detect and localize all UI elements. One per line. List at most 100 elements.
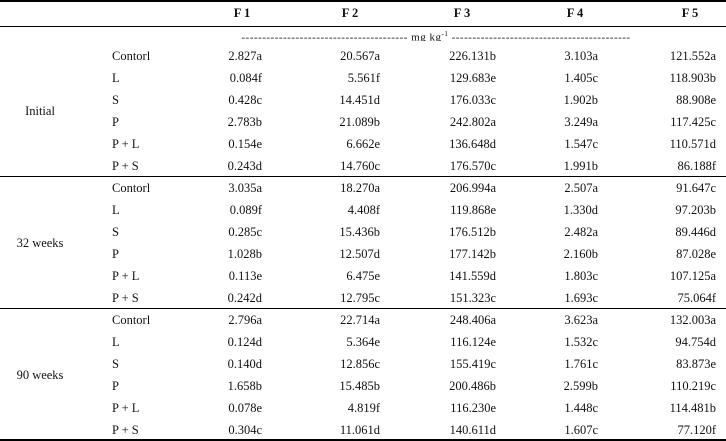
unit-dashes: ----------------------------------------… xyxy=(448,31,631,41)
value-cell-f2: 12.795c xyxy=(340,290,380,305)
value-cell-f4: 3.103a xyxy=(564,49,598,63)
value-cell-f2: 12.856c xyxy=(340,356,380,371)
value-cell-f5: 97.203b xyxy=(675,202,716,217)
value-cell-f2: 12.507d xyxy=(339,246,380,261)
treatment-cell: P + S xyxy=(112,290,139,305)
value-cell-f1: 0.243d xyxy=(227,158,262,173)
value-cell-f1: 0.078e xyxy=(228,400,262,415)
value-cell-f5: 87.028e xyxy=(676,246,716,261)
group-label: 32 weeks xyxy=(16,235,64,250)
header-rule xyxy=(0,26,726,27)
unit-label: ----------------------------------------… xyxy=(241,31,442,41)
group-rule xyxy=(0,176,726,177)
value-cell-f3: 176.033c xyxy=(449,92,496,107)
value-cell-f1: 2.827a xyxy=(228,49,262,63)
treatment-cell: S xyxy=(112,92,119,107)
value-cell-f2: 15.485b xyxy=(339,378,380,393)
value-cell-f5: 94.754d xyxy=(675,334,716,349)
treatment-cell: P xyxy=(112,114,119,129)
group-label: 90 weeks xyxy=(16,367,64,382)
treatment-cell: P + S xyxy=(112,422,139,437)
value-cell-f2: 14.451d xyxy=(339,92,380,107)
value-cell-f5: 75.064f xyxy=(677,290,716,305)
treatment-cell: P xyxy=(112,378,119,393)
value-cell-f5: 132.003a xyxy=(669,313,716,327)
treatment-cell: L xyxy=(112,202,120,217)
value-cell-f4: 1.991b xyxy=(563,158,598,173)
value-cell-f5: 91.647c xyxy=(676,181,716,195)
unit-exponent: -1 xyxy=(441,30,449,38)
treatment-cell: Contorl xyxy=(112,49,151,63)
value-cell-f1: 0.113e xyxy=(228,268,262,283)
value-cell-f3: 136.648d xyxy=(449,136,496,151)
column-header-f5: F 5 xyxy=(681,6,699,20)
value-cell-f3: 151.323c xyxy=(449,290,496,305)
value-cell-f2: 11.061d xyxy=(339,422,380,437)
value-cell-f4: 1.902b xyxy=(563,92,598,107)
value-cell-f2: 5.364e xyxy=(346,334,380,349)
value-cell-f5: 86.188f xyxy=(677,158,716,173)
value-cell-f5: 107.125a xyxy=(669,268,716,283)
value-cell-f5: 121.552a xyxy=(669,49,716,63)
value-cell-f3: 206.994a xyxy=(449,181,496,195)
treatment-cell: P + L xyxy=(112,136,140,151)
value-cell-f1: 0.124d xyxy=(227,334,262,349)
top-rule xyxy=(0,0,726,2)
unit-row: ----------------------------------------… xyxy=(238,27,634,41)
value-cell-f2: 15.436b xyxy=(339,224,380,239)
value-cell-f4: 3.623a xyxy=(564,313,598,327)
value-cell-f4: 2.160b xyxy=(563,246,598,261)
value-cell-f5: 110.571d xyxy=(669,136,716,151)
value-cell-f5: 117.425c xyxy=(670,114,716,129)
treatment-cell: S xyxy=(112,224,119,239)
value-cell-f3: 119.868e xyxy=(450,202,496,217)
value-cell-f4: 1.761c xyxy=(564,356,598,371)
value-cell-f2: 22.714a xyxy=(340,313,380,327)
value-cell-f4: 1.803c xyxy=(564,268,598,283)
value-cell-f5: 88.908e xyxy=(676,92,716,107)
treatment-cell: P + L xyxy=(112,400,140,415)
treatment-cell: P + S xyxy=(112,158,139,173)
value-cell-f4: 1.547c xyxy=(564,136,598,151)
value-cell-f3: 116.124e xyxy=(450,334,496,349)
column-header-f1: F 1 xyxy=(233,6,251,20)
value-cell-f5: 77.120f xyxy=(677,422,716,437)
column-header-f4: F 4 xyxy=(566,6,584,20)
value-cell-f2: 6.475e xyxy=(346,268,380,283)
column-header-f2: F 2 xyxy=(341,6,359,20)
treatment-cell: S xyxy=(112,356,119,371)
value-cell-f1: 1.658b xyxy=(227,378,262,393)
value-cell-f4: 1.693c xyxy=(564,290,598,305)
value-cell-f1: 0.154e xyxy=(228,136,262,151)
value-cell-f2: 18.270a xyxy=(340,181,380,195)
value-cell-f3: 177.142b xyxy=(449,246,496,261)
value-cell-f1: 1.028b xyxy=(227,246,262,261)
treatment-cell: Contorl xyxy=(112,181,151,195)
value-cell-f1: 0.304c xyxy=(228,422,262,437)
value-cell-f1: 0.428c xyxy=(228,92,262,107)
value-cell-f5: 114.481b xyxy=(669,400,716,415)
value-cell-f1: 2.783b xyxy=(227,114,262,129)
value-cell-f3: 176.512b xyxy=(449,224,496,239)
value-cell-f4: 1.607c xyxy=(564,422,598,437)
value-cell-f5: 118.903b xyxy=(669,70,716,85)
value-cell-f4: 3.249a xyxy=(564,114,598,129)
value-cell-f4: 1.448c xyxy=(564,400,598,415)
value-cell-f2: 20.567a xyxy=(340,49,380,63)
value-cell-f1: 2.796a xyxy=(228,313,262,327)
value-cell-f2: 4.819f xyxy=(347,400,380,415)
bottom-rule xyxy=(0,439,726,441)
treatment-cell: Contorl xyxy=(112,313,151,327)
value-cell-f3: 242.802a xyxy=(449,114,496,129)
value-cell-f4: 1.405c xyxy=(564,70,598,85)
value-cell-f1: 0.084f xyxy=(229,70,262,85)
value-cell-f4: 1.330d xyxy=(563,202,598,217)
value-cell-f3: 248.406a xyxy=(449,313,496,327)
value-cell-f1: 3.035a xyxy=(228,181,262,195)
treatment-cell: L xyxy=(112,334,120,349)
value-cell-f2: 4.408f xyxy=(347,202,380,217)
value-cell-f5: 83.873e xyxy=(676,356,716,371)
value-cell-f3: 141.559d xyxy=(449,268,496,283)
value-cell-f3: 140.611d xyxy=(449,422,496,437)
value-cell-f3: 200.486b xyxy=(449,378,496,393)
